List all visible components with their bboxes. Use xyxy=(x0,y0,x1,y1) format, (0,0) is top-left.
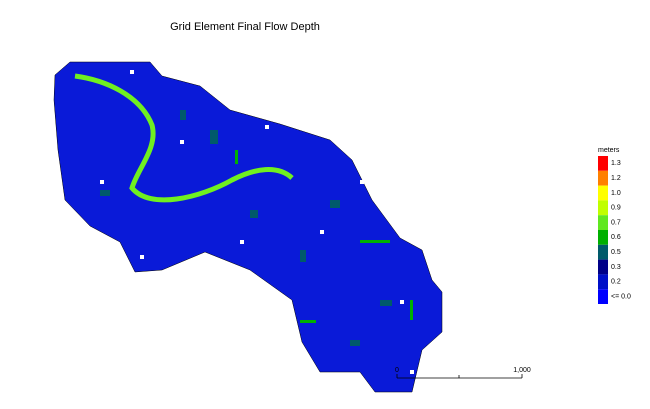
legend-swatch xyxy=(598,259,608,275)
legend-label: 1.0 xyxy=(611,190,621,197)
legend-label: <= 0.0 xyxy=(611,293,631,300)
legend-label: 0.3 xyxy=(611,264,621,271)
flow-depth-grid xyxy=(53,61,443,393)
legend-swatch xyxy=(598,170,608,186)
legend-label: 0.5 xyxy=(611,249,621,256)
legend-swatch xyxy=(598,230,608,245)
map-title: Grid Element Final Flow Depth xyxy=(170,21,320,33)
legend-swatch xyxy=(598,185,608,201)
legend-label: 0.7 xyxy=(611,219,621,226)
legend-swatch xyxy=(598,289,608,304)
legend-label: 0.9 xyxy=(611,205,621,212)
legend-label: 1.3 xyxy=(611,160,621,167)
legend-label: 1.2 xyxy=(611,175,621,182)
legend-swatch xyxy=(598,274,608,290)
legend-swatch xyxy=(598,215,608,230)
legend-swatch xyxy=(598,200,608,216)
legend-label: 0.2 xyxy=(611,279,621,286)
legend-label: 0.6 xyxy=(611,234,621,241)
legend: meters 1.3 1.2 1.0 0.9 0.7 0.6 0.5 0.3 0.2 <= 0.0 xyxy=(598,147,631,304)
legend-title: meters xyxy=(598,147,620,154)
legend-swatch xyxy=(598,244,608,260)
scale-bar: 0 1,000 xyxy=(395,367,531,379)
legend-swatch xyxy=(598,156,608,171)
scale-end: 1,000 xyxy=(513,367,531,374)
scale-start: 0 xyxy=(395,367,399,374)
